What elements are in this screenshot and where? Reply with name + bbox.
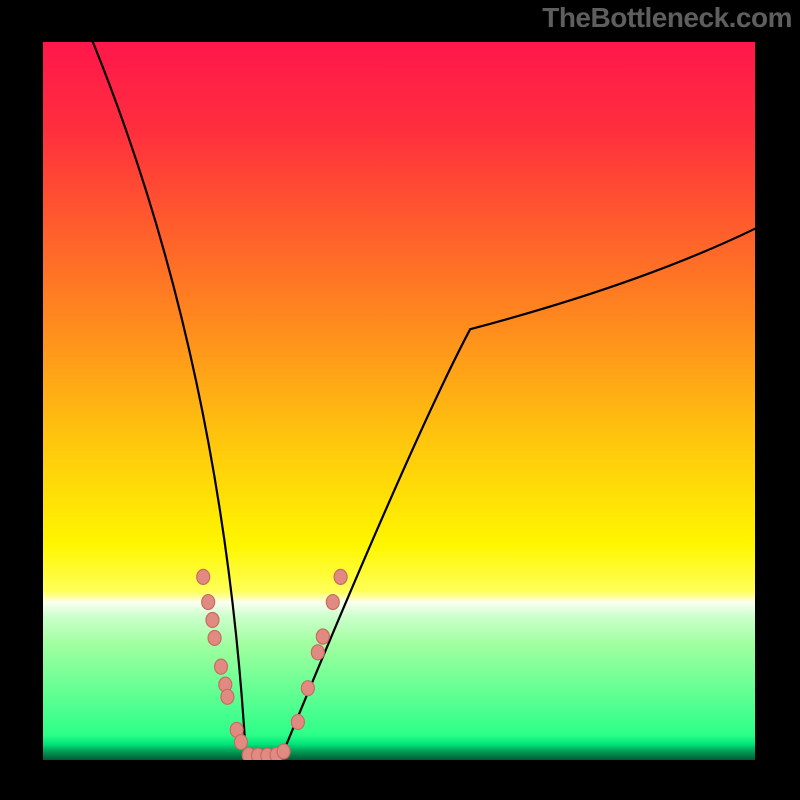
data-marker xyxy=(334,569,347,584)
chart-background xyxy=(43,42,755,760)
data-marker xyxy=(202,595,215,610)
data-marker xyxy=(291,714,304,729)
data-marker xyxy=(277,744,290,759)
data-marker xyxy=(221,689,234,704)
data-marker xyxy=(311,645,324,660)
bottleneck-chart xyxy=(43,42,755,760)
data-marker xyxy=(197,569,210,584)
data-marker xyxy=(208,630,221,645)
data-marker xyxy=(301,681,314,696)
data-marker xyxy=(215,659,228,674)
data-marker xyxy=(326,595,339,610)
data-marker xyxy=(316,629,329,644)
data-marker xyxy=(234,735,247,750)
watermark-text: TheBottleneck.com xyxy=(542,2,792,34)
data-marker xyxy=(206,612,219,627)
